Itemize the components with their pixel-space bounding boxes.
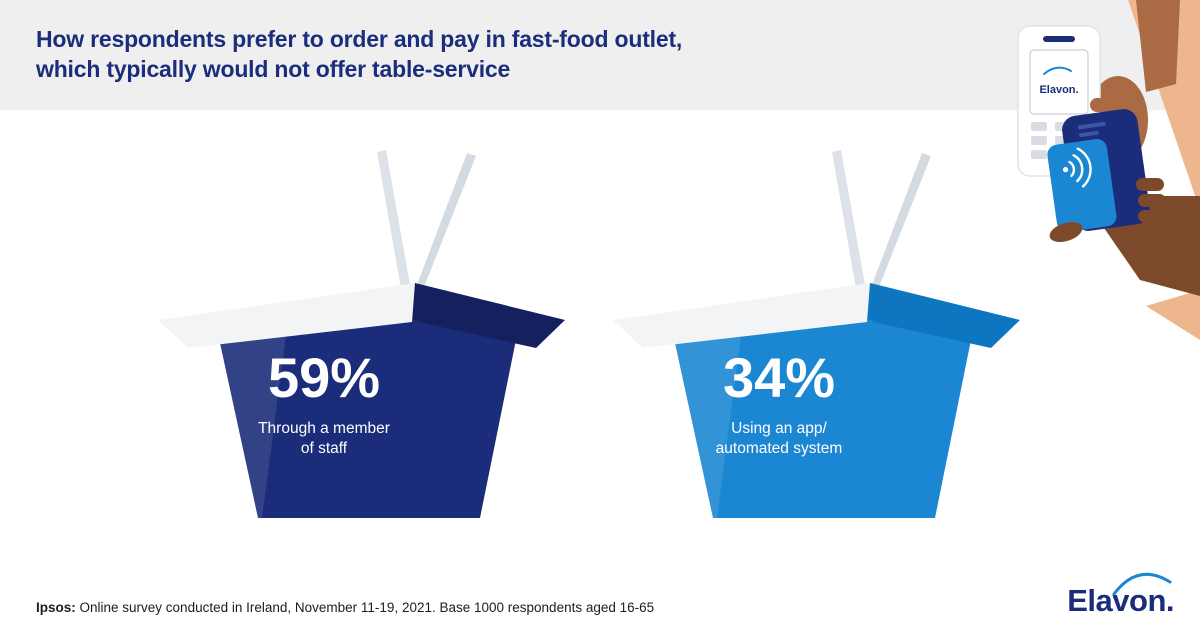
contactless-icon [1062,147,1092,188]
chopsticks-icon [832,150,931,300]
source-text: Online survey conducted in Ireland, Nove… [75,600,655,615]
terminal-logo-text: Elavon. [1039,84,1078,96]
takeout-box-icon [158,150,565,518]
category-label: Through a member of staff [140,419,508,460]
source-label: Ipsos: [36,600,76,615]
forearm-shape [1146,290,1200,340]
payment-hands-illustration: Elavon. [1017,0,1200,340]
fingers [1049,178,1166,243]
chart-item-app: 34% Using an app/ automated system [595,148,1035,528]
page-title-line2: which typically would not offer table-se… [36,56,511,82]
category-label-line: Through a member [258,420,390,437]
terminal-screen [1029,49,1089,115]
chopsticks-icon [377,150,476,300]
elavon-logo-text: Elavon. [1067,583,1174,618]
category-label-line: automated system [715,440,843,458]
box-lid [613,283,1020,348]
percent-value: 34% [722,346,836,409]
category-label: Using an app/ automated system [595,419,963,460]
elavon-swoosh-icon [1112,572,1172,596]
box-body [670,320,975,518]
percent-value: 59% [267,346,381,409]
source-note: Ipsos: Online survey conducted in Irelan… [36,600,654,615]
phone-card-icon [1047,109,1150,232]
category-label-line: Using an app/ [731,420,827,437]
data-point-staff: 59% Through a member of staff [140,350,508,460]
box-lid [158,283,565,348]
category-label-line: of staff [300,440,348,458]
arm-light [1136,0,1180,92]
takeout-box-icon [613,150,1020,518]
payment-card [1047,139,1117,232]
page-title-line1: How respondents prefer to order and pay … [36,26,683,52]
header-band [0,0,1200,110]
data-point-app: 34% Using an app/ automated system [595,350,963,460]
elavon-swoosh-icon [1043,66,1072,75]
box-body [215,320,520,518]
page-title: How respondents prefer to order and pay … [36,24,682,84]
chart-item-staff: 59% Through a member of staff [140,148,580,528]
terminal-slot [1043,36,1075,42]
elavon-logo: Elavon. [1067,572,1174,619]
